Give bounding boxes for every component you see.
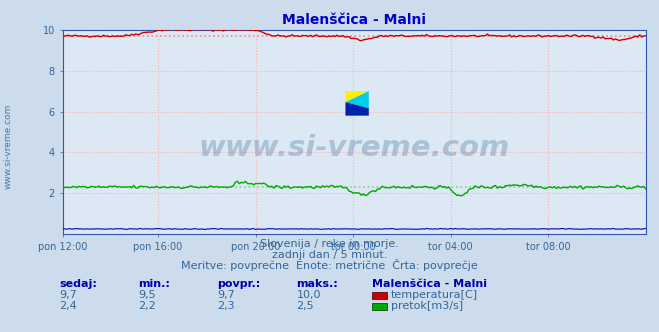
Text: 10,0: 10,0 <box>297 290 321 300</box>
Text: temperatura[C]: temperatura[C] <box>391 290 478 300</box>
Text: 9,7: 9,7 <box>59 290 77 300</box>
Text: pretok[m3/s]: pretok[m3/s] <box>391 301 463 311</box>
Text: 2,5: 2,5 <box>297 301 314 311</box>
Text: sedaj:: sedaj: <box>59 279 97 289</box>
Polygon shape <box>345 91 369 102</box>
Text: Malenščica - Malni: Malenščica - Malni <box>372 279 488 289</box>
Text: zadnji dan / 5 minut.: zadnji dan / 5 minut. <box>272 250 387 260</box>
Title: Malenščica - Malni: Malenščica - Malni <box>282 13 426 27</box>
Text: 2,3: 2,3 <box>217 301 235 311</box>
Polygon shape <box>345 91 369 108</box>
Text: www.si-vreme.com: www.si-vreme.com <box>198 134 510 162</box>
Text: www.si-vreme.com: www.si-vreme.com <box>3 103 13 189</box>
Text: 9,5: 9,5 <box>138 290 156 300</box>
Text: 9,7: 9,7 <box>217 290 235 300</box>
Text: Meritve: povprečne  Enote: metrične  Črta: povprečje: Meritve: povprečne Enote: metrične Črta:… <box>181 259 478 271</box>
Text: 2,2: 2,2 <box>138 301 156 311</box>
Text: maks.:: maks.: <box>297 279 338 289</box>
Text: 2,4: 2,4 <box>59 301 77 311</box>
Polygon shape <box>345 102 369 116</box>
Text: min.:: min.: <box>138 279 170 289</box>
Text: povpr.:: povpr.: <box>217 279 261 289</box>
Text: Slovenija / reke in morje.: Slovenija / reke in morje. <box>260 239 399 249</box>
